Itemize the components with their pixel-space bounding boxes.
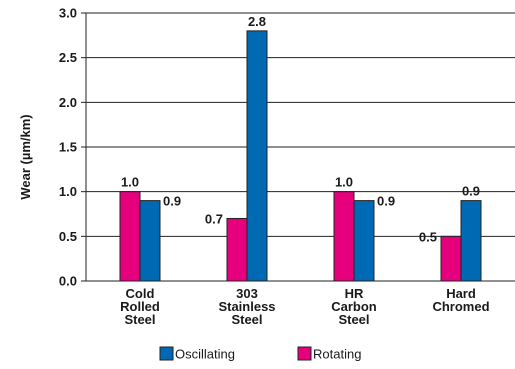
legend-label: Oscillating: [175, 347, 235, 362]
bar-oscillating: [139, 200, 161, 282]
data-label-rotating: 0.7: [205, 211, 223, 226]
data-label-rotating: 0.5: [419, 229, 437, 244]
bar-oscillating: [460, 200, 482, 282]
category-label: Hard: [446, 286, 476, 301]
data-label-oscillating: 0.9: [462, 184, 480, 199]
category-label: Cold: [126, 286, 155, 301]
bars: [119, 30, 482, 282]
legend-swatch: [159, 346, 174, 361]
data-label-rotating: 1.0: [335, 175, 353, 190]
y-axis-label: Wear (µm/km): [18, 114, 33, 199]
y-tick-label: 0.5: [59, 229, 77, 244]
category-labels: ColdRolledSteel303StainlessSteelHRCarbon…: [120, 286, 489, 327]
legend-label: Rotating: [313, 347, 361, 362]
y-tick-label: 3.0: [59, 6, 77, 21]
legend-swatch: [297, 346, 312, 361]
category-label: 303: [236, 286, 258, 301]
category-label: Steel: [338, 312, 369, 327]
bar-rotating: [119, 191, 141, 282]
y-tick-label: 0.0: [59, 274, 77, 289]
axes: [85, 13, 515, 282]
y-tick-label: 2.5: [59, 50, 77, 65]
category-label: Steel: [231, 312, 262, 327]
data-labels: 1.0 0.9 0.7 2.8 1.0 0.9 0.5 0.9: [121, 14, 480, 244]
y-axis-ticks: 0.0 0.5 1.0 1.5 2.0 2.5 3.0: [59, 6, 86, 289]
category-label: Chromed: [432, 299, 489, 314]
bar-rotating: [226, 217, 248, 282]
category-label: Steel: [124, 312, 155, 327]
bar-oscillating: [353, 200, 375, 282]
bar-oscillating: [246, 30, 268, 282]
category-label: Rolled: [120, 299, 160, 314]
category-label: Carbon: [331, 299, 377, 314]
legend: Oscillating Rotating: [159, 346, 361, 362]
data-label-rotating: 1.0: [121, 175, 139, 190]
data-label-oscillating: 2.8: [248, 14, 266, 29]
y-tick-label: 1.0: [59, 184, 77, 199]
bar-rotating: [333, 191, 355, 282]
category-label: HR: [345, 286, 364, 301]
y-tick-label: 1.5: [59, 140, 77, 155]
data-label-oscillating: 0.9: [377, 194, 395, 209]
category-label: Stainless: [218, 299, 275, 314]
data-label-oscillating: 0.9: [163, 194, 181, 209]
bar-rotating: [440, 235, 462, 282]
y-tick-label: 2.0: [59, 95, 77, 110]
